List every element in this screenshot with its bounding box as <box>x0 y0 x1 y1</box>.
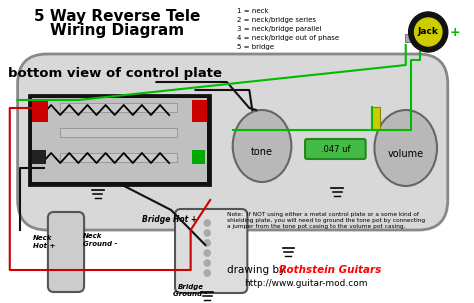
FancyBboxPatch shape <box>48 212 84 292</box>
Text: 2 = neck/bridge series: 2 = neck/bridge series <box>237 17 316 23</box>
FancyBboxPatch shape <box>18 54 448 230</box>
Text: +: + <box>450 26 460 39</box>
Circle shape <box>204 269 210 277</box>
Bar <box>32 150 46 164</box>
Circle shape <box>415 18 442 46</box>
Text: 3 = neck/bridge parallel: 3 = neck/bridge parallel <box>237 26 321 32</box>
Text: tone: tone <box>251 147 273 157</box>
FancyBboxPatch shape <box>305 139 365 159</box>
Circle shape <box>409 12 448 52</box>
Circle shape <box>204 259 210 267</box>
Bar <box>60 153 177 162</box>
Text: Neck
Hot +: Neck Hot + <box>33 235 55 248</box>
Text: Note:  If NOT using either a metal control plate or a some kind of
shielding pla: Note: If NOT using either a metal contro… <box>227 212 425 228</box>
Text: Jack: Jack <box>418 28 438 36</box>
Bar <box>29 95 210 185</box>
Text: Bridge
Ground -: Bridge Ground - <box>173 285 208 298</box>
Text: bottom view of control plate: bottom view of control plate <box>8 68 222 81</box>
FancyBboxPatch shape <box>175 209 247 293</box>
Bar <box>60 103 177 112</box>
Text: 5 Way Reverse Tele: 5 Way Reverse Tele <box>34 8 201 24</box>
Text: Wiring Diagram: Wiring Diagram <box>50 24 184 38</box>
Text: 4 = neck/bridge out of phase: 4 = neck/bridge out of phase <box>237 35 339 41</box>
Text: Rothstein Guitars: Rothstein Guitars <box>279 265 381 275</box>
Bar <box>60 128 177 137</box>
Bar <box>32 100 48 122</box>
Bar <box>191 150 205 164</box>
Bar <box>32 98 207 182</box>
Text: Bridge Hot +: Bridge Hot + <box>142 215 197 225</box>
Text: Neck
Ground -: Neck Ground - <box>83 234 118 247</box>
Circle shape <box>204 239 210 247</box>
Bar <box>191 100 207 122</box>
Ellipse shape <box>233 110 292 182</box>
Text: drawing by: drawing by <box>227 265 288 275</box>
Circle shape <box>204 229 210 237</box>
Text: 5 = bridge: 5 = bridge <box>237 44 273 50</box>
Bar <box>405 34 412 42</box>
Text: 1 = neck: 1 = neck <box>237 8 268 14</box>
Ellipse shape <box>374 110 437 186</box>
Text: http://www.guitar-mod.com: http://www.guitar-mod.com <box>245 278 368 288</box>
Text: volume: volume <box>388 149 424 159</box>
Text: .047 uf: .047 uf <box>320 145 350 154</box>
Bar <box>430 37 438 45</box>
Bar <box>373 107 380 129</box>
Circle shape <box>204 219 210 227</box>
Circle shape <box>204 249 210 257</box>
